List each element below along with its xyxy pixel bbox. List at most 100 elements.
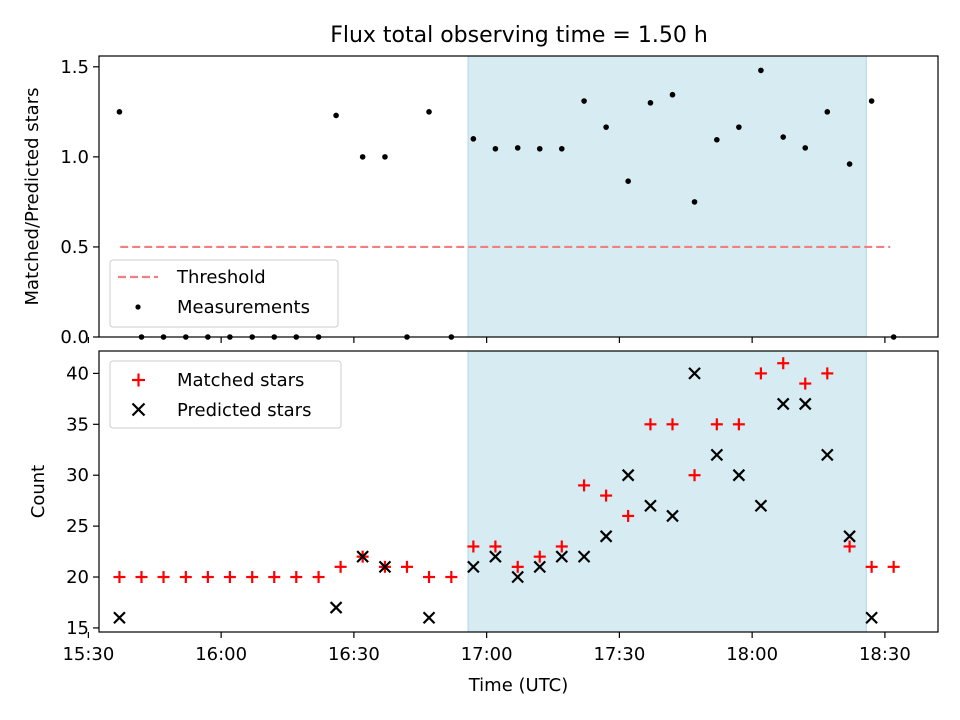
matched-star-point — [135, 571, 148, 584]
x-tick-label: 15:30 — [62, 644, 114, 665]
predicted-star-stroke-b — [378, 560, 392, 574]
measurement-point — [802, 145, 809, 151]
x-tick-label: 18:30 — [859, 644, 911, 665]
top-legend-box — [109, 259, 339, 328]
measurement-point — [846, 161, 853, 167]
predicted-star-point — [113, 611, 126, 625]
predicted-star-point — [467, 560, 480, 574]
legend-matched-label: Matched stars — [177, 370, 304, 391]
predicted-star-point — [710, 448, 724, 462]
matched-star-point — [732, 418, 745, 431]
predicted-star-point — [378, 560, 392, 574]
matched-star-point — [246, 571, 259, 584]
y-tick-label: 30 — [66, 465, 89, 486]
predicted-star-point — [644, 499, 657, 513]
predicted-star-points — [113, 367, 878, 625]
top-y-axis-label: Matched/Predicted stars — [22, 88, 43, 306]
legend-predicted-swatch — [131, 402, 146, 417]
predicted-star-stroke-b — [329, 601, 343, 614]
measurement-point — [558, 145, 565, 152]
matched-star-point — [843, 540, 856, 553]
bottom-axes-frame — [98, 350, 939, 633]
matched-star-point — [821, 367, 834, 380]
measurement-point — [492, 145, 499, 152]
predicted-star-point — [621, 468, 635, 482]
measurement-point — [625, 178, 631, 184]
predicted-star-stroke-b — [821, 448, 834, 462]
observing-span-top — [467, 55, 867, 338]
bottom-legend-box — [109, 360, 342, 429]
predicted-star-point — [599, 530, 613, 543]
measurement-point — [333, 112, 339, 119]
predicted-star-point — [798, 397, 812, 411]
matched-star-point — [578, 479, 591, 492]
matched-star-point — [555, 540, 568, 553]
predicted-star-stroke-b — [644, 499, 657, 513]
predicted-star-stroke-b — [489, 550, 502, 563]
matched-star-point — [268, 571, 281, 584]
measurement-point — [780, 134, 787, 140]
predicted-star-point — [329, 601, 343, 614]
y-tick-label: 20 — [66, 567, 89, 588]
predicted-star-point — [732, 468, 746, 482]
bottom-panel: 15 20 25 30 35 40 15:30 16:00 16:30 17:00 17:30 18… — [28, 350, 939, 696]
legend-threshold-label: Threshold — [176, 267, 266, 288]
measurement-point — [714, 136, 720, 143]
top-x-ticks — [87, 337, 886, 343]
predicted-star-point — [821, 448, 834, 462]
matched-star-point — [201, 571, 214, 584]
top-y-ticks: 0.0 0.5 1.0 1.5 — [60, 57, 99, 348]
measurement-point — [736, 124, 742, 130]
matched-star-point — [622, 509, 635, 522]
predicted-star-stroke-b — [843, 530, 856, 543]
predicted-star-point — [555, 550, 569, 563]
legend-matched-swatch — [132, 373, 145, 387]
matched-star-point — [865, 560, 878, 573]
predicted-star-point — [577, 550, 591, 563]
matched-star-point — [533, 550, 546, 563]
x-tick-label: 17:30 — [593, 644, 645, 665]
bottom-y-ticks: 15 20 25 30 35 40 — [66, 363, 99, 639]
predicted-star-point — [422, 611, 436, 625]
matched-star-point — [688, 469, 701, 482]
matched-star-point — [489, 540, 502, 553]
x-tick-label: 16:30 — [328, 644, 380, 665]
predicted-star-point — [356, 550, 369, 563]
predicted-star-point — [754, 499, 768, 513]
measurement-point — [824, 109, 831, 115]
predicted-star-point — [843, 530, 856, 543]
y-tick-label: 0.0 — [60, 327, 89, 348]
predicted-star-stroke-b — [776, 397, 790, 411]
measurement-point — [382, 154, 388, 160]
chart-title: Flux total observing time = 1.50 h — [330, 23, 708, 48]
predicted-star-point — [865, 611, 878, 625]
matched-star-point — [312, 571, 325, 584]
predicted-star-stroke-b — [754, 499, 768, 513]
x-tick-label: 18:00 — [726, 644, 778, 665]
measurement-point — [758, 67, 764, 74]
matched-star-point — [644, 418, 657, 431]
measurement-point — [691, 199, 698, 205]
matched-star-point — [799, 377, 812, 390]
legend-measurement-swatch — [135, 304, 141, 310]
measurement-point — [647, 100, 654, 106]
predicted-star-stroke-b — [533, 560, 547, 574]
predicted-star-point — [511, 570, 524, 584]
matched-star-point — [223, 571, 236, 584]
observing-span-bottom — [467, 350, 867, 633]
top-legend: Threshold Measurements — [109, 259, 339, 328]
predicted-star-stroke-b — [422, 611, 436, 625]
predicted-star-stroke-b — [798, 397, 812, 411]
predicted-star-point — [666, 509, 679, 523]
matched-star-point — [754, 367, 767, 380]
matched-star-point — [445, 571, 458, 584]
measurement-point — [116, 109, 123, 115]
matched-star-point — [777, 357, 790, 370]
predicted-star-stroke-b — [555, 550, 569, 563]
predicted-star-stroke-b — [511, 570, 524, 584]
measurement-point — [868, 98, 875, 104]
predicted-star-point — [489, 550, 502, 563]
predicted-star-point — [776, 397, 790, 411]
matched-star-point — [113, 571, 126, 584]
